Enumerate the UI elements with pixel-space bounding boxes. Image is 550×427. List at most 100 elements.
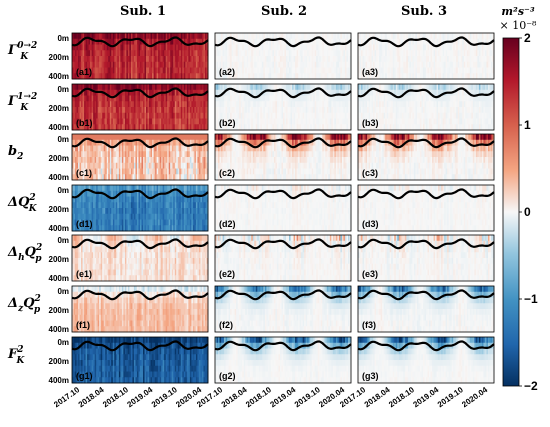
heatmap-cell xyxy=(341,67,344,74)
heatmap-cell xyxy=(279,124,282,131)
heatmap-cell xyxy=(168,112,171,119)
heatmap-cell xyxy=(121,112,124,119)
heatmap-cell xyxy=(462,73,465,80)
heatmap-cell xyxy=(260,124,263,131)
heatmap-cell xyxy=(457,38,460,45)
heatmap-cell xyxy=(227,124,229,131)
heatmap-cell xyxy=(376,67,379,74)
heatmap-cell xyxy=(189,44,192,51)
heatmap-cell xyxy=(73,61,76,68)
heatmap-cell xyxy=(444,44,447,51)
heatmap-cell xyxy=(388,44,391,51)
heatmap-cell xyxy=(341,44,344,51)
heatmap-cell xyxy=(138,50,141,57)
heatmap-cell xyxy=(307,44,310,51)
heatmap-cell xyxy=(185,61,188,68)
heatmap-cell xyxy=(471,38,474,45)
heatmap-cell xyxy=(260,118,263,125)
heatmap-cell xyxy=(302,56,305,63)
heatmap-cell xyxy=(343,56,346,63)
heatmap-cell xyxy=(243,61,246,68)
heatmap-cell xyxy=(439,38,442,45)
heatmap-cell xyxy=(186,89,189,96)
heatmap-cell xyxy=(102,101,105,108)
heatmap-cell xyxy=(407,56,410,63)
heatmap-cell xyxy=(100,61,103,68)
heatmap-cell xyxy=(310,73,313,80)
heatmap-cell xyxy=(392,33,395,40)
heatmap-cell xyxy=(481,61,484,68)
heatmap-cell xyxy=(198,118,201,125)
heatmap-cell xyxy=(233,38,236,45)
heatmap-cell xyxy=(347,33,350,40)
heatmap-cell xyxy=(93,84,96,91)
heatmap-cell xyxy=(203,118,206,125)
heatmap-cell xyxy=(88,118,91,125)
heatmap-cell xyxy=(311,44,314,51)
heatmap-cell xyxy=(273,118,276,125)
heatmap-cell xyxy=(176,101,179,108)
heatmap-cell xyxy=(427,44,430,51)
heatmap-cell xyxy=(218,118,220,125)
heatmap-cell xyxy=(427,67,430,74)
heatmap-cell xyxy=(222,61,225,68)
heatmap-cell xyxy=(231,101,234,108)
heatmap-cell xyxy=(459,33,462,40)
heatmap-cell xyxy=(189,50,192,57)
heatmap-cell xyxy=(99,84,102,91)
heatmap-cell xyxy=(344,73,347,80)
heatmap-cell xyxy=(337,33,340,40)
heatmap-cell xyxy=(141,95,144,102)
heatmap-cell xyxy=(216,124,219,131)
heatmap-cell xyxy=(91,61,94,68)
heatmap-cell xyxy=(186,84,189,91)
heatmap-cell xyxy=(118,107,121,114)
heatmap-cell xyxy=(216,118,219,125)
heatmap-cell xyxy=(401,73,404,80)
heatmap-cell xyxy=(421,61,424,68)
heatmap-cell xyxy=(448,73,451,80)
heatmap-cell xyxy=(305,73,308,80)
heatmap-cell xyxy=(301,61,304,68)
heatmap-cell xyxy=(76,101,79,108)
heatmap-cell xyxy=(326,73,329,80)
heatmap-cell xyxy=(185,84,188,91)
heatmap-cell xyxy=(275,112,278,119)
heatmap-cell xyxy=(90,67,93,74)
heatmap-cell xyxy=(100,124,103,131)
heatmap-cell xyxy=(143,33,145,40)
heatmap-cell xyxy=(185,56,188,63)
heatmap-cell xyxy=(389,33,392,40)
heatmap-cell xyxy=(167,73,170,80)
heatmap-cell xyxy=(374,73,377,80)
heatmap-cell xyxy=(230,84,233,91)
heatmap-cell xyxy=(106,107,109,114)
heatmap-cell xyxy=(472,44,475,51)
heatmap-cell xyxy=(136,101,139,108)
heatmap-cell xyxy=(361,73,363,80)
heatmap-cell xyxy=(317,56,320,63)
heatmap-cell xyxy=(463,73,466,80)
heatmap-cell xyxy=(406,61,409,68)
heatmap-cell xyxy=(176,61,179,68)
heatmap-cell xyxy=(111,107,114,114)
heatmap-cell xyxy=(474,33,477,40)
heatmap-cell xyxy=(463,33,466,40)
heatmap-cell xyxy=(159,107,162,114)
heatmap-cell xyxy=(158,61,161,68)
heatmap-cell xyxy=(331,61,334,68)
heatmap-cell xyxy=(73,107,76,114)
heatmap-cell xyxy=(176,56,179,63)
heatmap-cell xyxy=(121,38,124,45)
heatmap-cell xyxy=(78,61,80,68)
heatmap-cell xyxy=(124,50,127,57)
heatmap-cell xyxy=(319,44,322,51)
heatmap-cell xyxy=(477,67,480,74)
heatmap-cell xyxy=(88,101,91,108)
heatmap-cell xyxy=(409,33,412,40)
heatmap-cell xyxy=(258,33,261,40)
heatmap-cell xyxy=(162,61,165,68)
heatmap-cell xyxy=(249,61,252,68)
heatmap-cell xyxy=(195,118,198,125)
heatmap-cell xyxy=(173,44,176,51)
